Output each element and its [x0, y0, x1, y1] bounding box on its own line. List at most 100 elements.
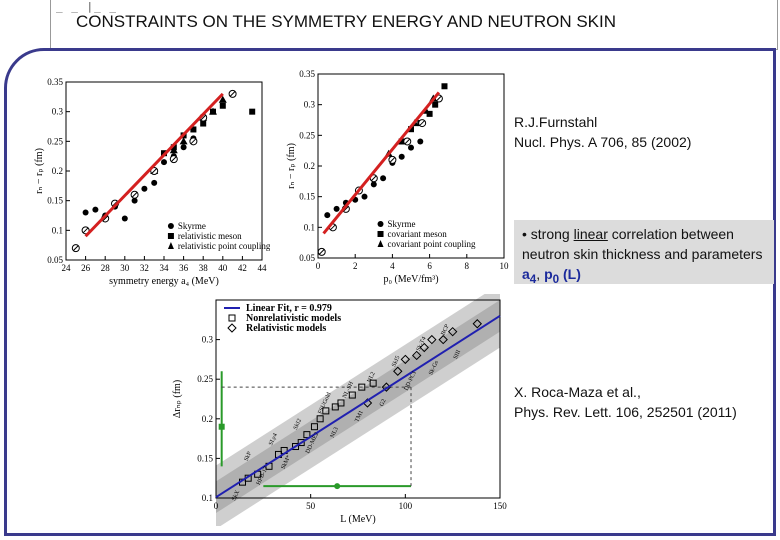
x-tick-label: 6 — [427, 261, 432, 271]
y-tick-label: 0.35 — [299, 69, 315, 79]
data-point — [318, 249, 325, 255]
x-tick-label: 40 — [218, 263, 228, 273]
bullet: • — [522, 226, 527, 242]
legend-marker — [377, 231, 384, 237]
data-point — [441, 83, 448, 90]
fit-line — [215, 314, 501, 499]
chart-symmetry-energy: 24 26 28 30 32 34 36 38 40 42 44 0.05 0.1 0.15 0.2 0.25… — [30, 72, 270, 290]
y-tick-label: 0.3 — [202, 335, 214, 345]
data-point — [427, 334, 437, 345]
x-tick-label: 36 — [179, 263, 189, 273]
data-point — [92, 206, 99, 213]
param-a4: a4 — [522, 266, 536, 286]
data-point — [404, 138, 411, 145]
x-axis-label: symmetry energy a₄ (MeV) — [109, 276, 219, 287]
x-tick-label: 42 — [238, 263, 247, 273]
data-point — [316, 415, 324, 423]
data-point — [400, 354, 411, 365]
data-point — [82, 209, 89, 216]
data-point — [389, 157, 396, 163]
data-point — [331, 403, 339, 411]
data-point — [209, 107, 217, 115]
x-tick-label: 2 — [353, 261, 358, 271]
y-tick-label: 0.25 — [47, 136, 63, 146]
data-point — [82, 227, 89, 234]
legend-label: Skyrme — [178, 221, 206, 231]
legend-label: Linear Fit, r = 0.979 — [246, 303, 332, 314]
data-point — [170, 156, 177, 162]
data-point — [131, 191, 138, 198]
citation-authors: X. Roca-Maza et al., — [514, 384, 641, 400]
note-underlined: linear — [573, 226, 608, 242]
y-tick-label: 0.3 — [52, 107, 64, 117]
y-tick-label: 0.05 — [47, 255, 63, 265]
x-tick-label: 150 — [493, 501, 507, 511]
y-tick-label: 0.1 — [202, 493, 213, 503]
data-point — [393, 366, 403, 376]
slide-frame — [4, 48, 776, 536]
data-point — [438, 334, 448, 345]
legend-marker — [167, 242, 174, 249]
x-tick-label: 28 — [101, 263, 111, 273]
legend-marker — [377, 221, 384, 227]
param-a4-symbol: a — [522, 266, 530, 282]
x-tick-label: 8 — [465, 261, 470, 271]
data-point — [380, 175, 387, 182]
fit-line — [84, 92, 224, 238]
model-label: BCP — [441, 323, 452, 336]
legend-label: covariant point coupling — [388, 239, 476, 249]
data-point — [370, 175, 377, 182]
data-point — [370, 181, 377, 188]
param-p0: p0 — [544, 266, 559, 286]
x-tick-label: 44 — [258, 263, 268, 273]
model-label: TM1 — [354, 410, 365, 423]
data-point — [419, 120, 426, 126]
x-tick-label: 34 — [160, 263, 170, 273]
x-tick-label: 26 — [81, 263, 91, 273]
x-tick-label: 38 — [199, 263, 209, 273]
legend-marker — [167, 233, 174, 239]
data-point — [398, 153, 405, 160]
data-point — [229, 91, 236, 97]
data-point — [337, 399, 345, 407]
data-point — [411, 350, 422, 361]
y-tick-label: 0.2 — [304, 161, 315, 171]
model-label: SIII — [453, 349, 462, 360]
data-point — [151, 179, 158, 186]
note-pre: strong — [530, 226, 574, 242]
y-tick-label: 0.05 — [299, 253, 315, 263]
legend-marker — [228, 314, 236, 322]
legend-label: relativistic point coupling — [178, 241, 270, 251]
model-label: SkI2 — [293, 418, 303, 431]
x-tick-label: 100 — [399, 501, 413, 511]
data-point — [292, 443, 300, 451]
correlation-note: • strong linear correlation between neut… — [514, 220, 774, 286]
corner-decoration: _ _ |_ _ — [56, 0, 117, 13]
data-point — [436, 95, 442, 102]
data-point — [72, 245, 79, 251]
citation-journal-2: Phys. Rev. Lett. 106, 252501 (2011) — [514, 404, 737, 420]
data-point — [180, 144, 187, 151]
data-point — [131, 197, 138, 204]
data-point — [102, 215, 109, 222]
y-axis-label: rₙ − rₚ (fm) — [286, 143, 297, 189]
y-tick-label: 0.35 — [47, 77, 63, 87]
citation-roca-maza: X. Roca-Maza et al., Phys. Rev. Lett. 10… — [514, 382, 737, 422]
data-point — [408, 126, 414, 133]
data-point — [333, 205, 340, 212]
y-tick-label: 0.1 — [52, 225, 63, 235]
x-tick-label: 24 — [62, 263, 72, 273]
y-tick-label: 0.2 — [202, 414, 213, 424]
model-label: NL2 — [367, 371, 377, 384]
y-tick-label: 0.25 — [299, 130, 315, 140]
model-label: SkM* — [281, 455, 293, 471]
legend-marker — [377, 240, 384, 247]
constraint-y-point — [218, 423, 225, 430]
legend-label: Nonrelativistic models — [246, 313, 341, 324]
y-tick-label: 0.15 — [47, 196, 63, 206]
x-tick-label: 32 — [140, 263, 149, 273]
x-tick-label: 30 — [120, 263, 130, 273]
data-point — [190, 138, 197, 145]
legend-marker — [167, 223, 174, 229]
model-label: SkX — [231, 489, 241, 502]
